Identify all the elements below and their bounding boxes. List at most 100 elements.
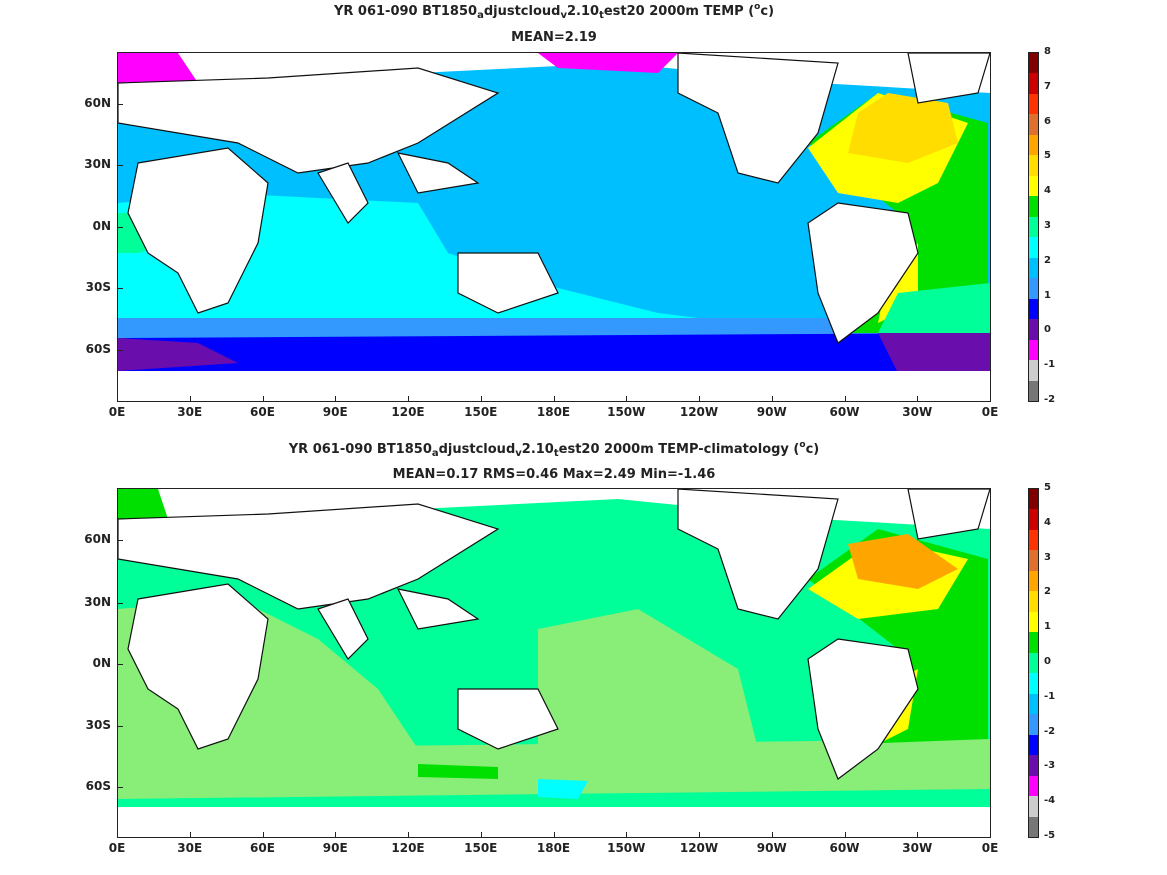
y-tick-label: 60S — [85, 779, 111, 793]
colorbar-segment — [1029, 775, 1038, 797]
x-tick-label: 0E — [108, 405, 126, 419]
x-tick-label: 90W — [756, 841, 787, 855]
y-tick-mark — [118, 787, 123, 788]
colorbar-segment — [1029, 570, 1038, 592]
x-tick-label: 0E — [981, 841, 999, 855]
colorbar-label: 0 — [1044, 324, 1051, 336]
colorbar-label: 4 — [1044, 185, 1051, 197]
x-tick-mark — [626, 832, 628, 837]
colorbar-label: 7 — [1044, 80, 1051, 92]
panel2-title: YR 061-090 BT1850adjustcloudv2.10test20 … — [288, 440, 820, 459]
x-tick-mark — [917, 832, 919, 837]
x-tick-mark — [699, 832, 700, 837]
colorbar-segment — [1029, 339, 1038, 361]
panel2-map-svg — [118, 489, 990, 837]
y-tick-label: 0N — [92, 219, 111, 233]
colorbar-segment — [1029, 673, 1038, 694]
colorbar-label: -3 — [1044, 760, 1056, 772]
colorbar-segment — [1029, 611, 1038, 633]
x-tick-mark — [408, 832, 409, 837]
x-tick-label: 60W — [829, 841, 860, 855]
x-tick-mark — [917, 396, 919, 401]
x-tick-label: 90W — [756, 405, 787, 419]
colorbar-label: 3 — [1044, 551, 1051, 563]
panel2-map — [117, 488, 991, 838]
colorbar-segment — [1029, 155, 1038, 176]
x-tick-label: 30E — [177, 841, 203, 855]
x-tick-mark — [553, 396, 555, 401]
colorbar-segment — [1029, 53, 1038, 74]
colorbar-label: -2 — [1044, 394, 1056, 405]
x-tick-mark — [553, 832, 555, 837]
x-tick-label: 120W — [679, 405, 719, 419]
x-tick-mark — [335, 832, 337, 837]
panel1-subtitle: MEAN=2.19 — [511, 30, 597, 45]
x-tick-mark — [626, 396, 628, 401]
y-tick-label: 30N — [84, 595, 111, 609]
x-tick-label: 30W — [902, 841, 933, 855]
colorbar-segment — [1029, 257, 1038, 279]
colorbar-segment — [1029, 175, 1038, 197]
x-tick-mark — [189, 832, 191, 837]
y-tick-mark — [118, 350, 123, 351]
y-tick-mark — [118, 288, 123, 289]
x-tick-label: 180E — [536, 841, 571, 855]
x-tick-label: 120E — [391, 405, 425, 419]
x-tick-mark — [771, 396, 773, 401]
colorbar-label: -1 — [1044, 690, 1056, 702]
colorbar-segment — [1029, 380, 1038, 401]
x-tick-mark — [262, 832, 264, 837]
panel1-map-svg — [118, 53, 990, 401]
y-tick-mark — [118, 540, 123, 541]
colorbar-segment — [1029, 734, 1038, 756]
colorbar-segment — [1029, 93, 1038, 115]
x-tick-mark — [771, 832, 773, 837]
colorbar-label: 5 — [1044, 482, 1051, 493]
x-tick-label: 60W — [829, 405, 860, 419]
colorbar-segment — [1029, 509, 1038, 530]
x-tick-label: 120E — [391, 841, 425, 855]
y-tick-label: 60N — [84, 532, 111, 546]
y-tick-mark — [118, 603, 123, 604]
x-tick-mark — [699, 396, 700, 401]
colorbar-label: 4 — [1044, 516, 1051, 528]
x-tick-mark — [408, 396, 409, 401]
x-tick-label: 60E — [250, 405, 275, 419]
colorbar-label: 1 — [1044, 289, 1051, 301]
colorbar-segment — [1029, 319, 1038, 340]
x-tick-mark — [335, 396, 337, 401]
colorbar-label: 2 — [1044, 586, 1051, 598]
colorbar-label: 0 — [1044, 656, 1051, 667]
colorbar-label: 3 — [1044, 220, 1051, 231]
colorbar-segment — [1029, 693, 1038, 715]
x-tick-label: 30W — [902, 405, 933, 419]
x-tick-mark — [480, 832, 482, 837]
x-tick-label: 120W — [679, 841, 719, 855]
colorbar-segment — [1029, 591, 1038, 612]
x-tick-mark — [117, 396, 118, 401]
colorbar-label: 2 — [1044, 254, 1051, 266]
colorbar-segment — [1029, 134, 1038, 156]
x-tick-label: 150W — [607, 841, 646, 855]
x-tick-label: 180E — [536, 405, 571, 419]
colorbar-segment — [1029, 73, 1038, 94]
x-tick-label: 150W — [607, 405, 646, 419]
x-tick-mark — [990, 396, 991, 401]
colorbar-label: 6 — [1044, 115, 1051, 127]
colorbar-segment — [1029, 237, 1038, 258]
colorbar-segment — [1029, 550, 1038, 571]
x-tick-label: 150E — [464, 841, 498, 855]
x-tick-mark — [262, 396, 264, 401]
x-tick-label: 90E — [322, 405, 348, 419]
colorbar — [1028, 488, 1039, 838]
x-tick-label: 150E — [464, 405, 498, 419]
colorbar-segment — [1029, 196, 1038, 217]
x-tick-mark — [189, 396, 191, 401]
panel1-map — [117, 52, 991, 402]
colorbar-label: 5 — [1044, 150, 1051, 162]
y-tick-mark — [118, 104, 123, 105]
y-tick-label: 60N — [84, 96, 111, 110]
colorbar-label: -4 — [1044, 795, 1056, 807]
colorbar-segment — [1029, 216, 1038, 238]
colorbar-label: -2 — [1044, 725, 1056, 737]
